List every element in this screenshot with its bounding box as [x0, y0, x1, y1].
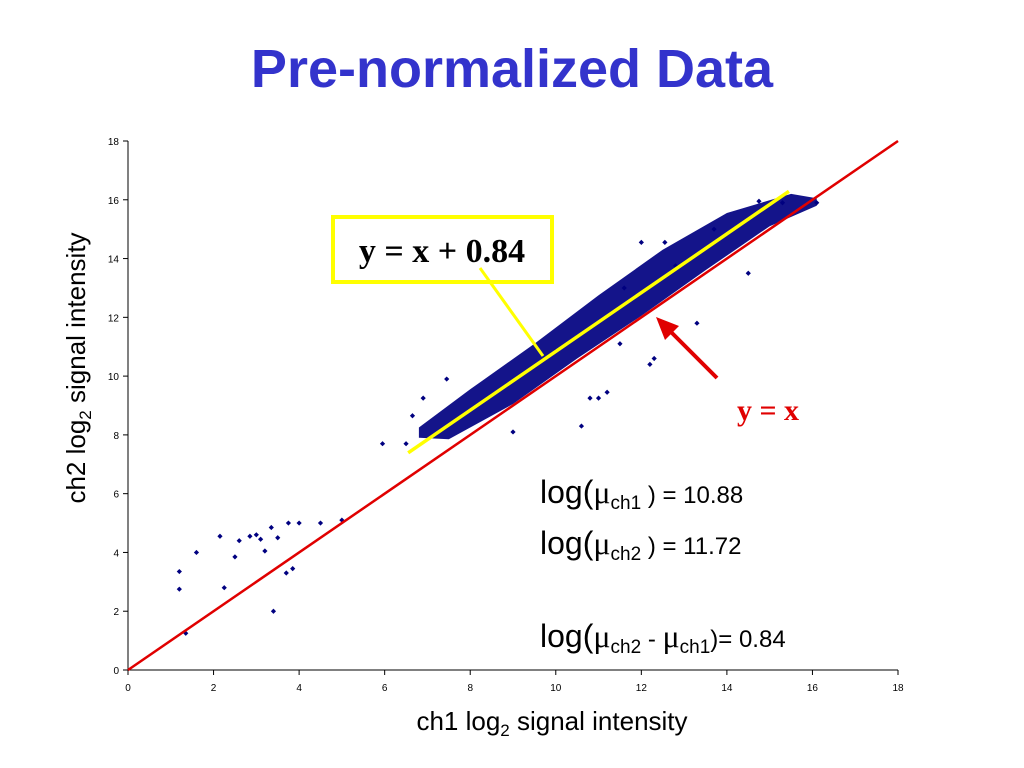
chart-tick-labels: 0 2 4 6 8 10 12 14 16 18 0 2 4 6 8 10 12 14 16 18	[108, 137, 904, 694]
data-point	[258, 536, 264, 542]
data-point	[317, 520, 324, 526]
data-point	[285, 520, 292, 526]
identity-line	[127, 139, 899, 672]
x-tick-label: 14	[721, 683, 733, 694]
data-point	[409, 413, 416, 419]
y-tick-label: 6	[113, 490, 119, 501]
data-point	[379, 441, 386, 447]
stat-line-diff: log(μch2 - μch1)= 0.84	[540, 618, 786, 658]
data-points	[176, 198, 820, 636]
fit-label-pointer	[478, 267, 545, 357]
data-point	[247, 533, 253, 539]
x-tick-label: 2	[211, 683, 217, 694]
fit-label: y = x + 0.84	[359, 233, 525, 270]
data-point	[183, 630, 189, 636]
data-point	[339, 517, 345, 523]
identity-label: y = x	[737, 394, 799, 427]
data-point	[779, 200, 786, 206]
y-tick-label: 16	[108, 196, 120, 207]
y-tick-label: 18	[108, 137, 120, 148]
data-point	[253, 532, 259, 538]
x-tick-label: 12	[636, 683, 648, 694]
x-tick-label: 16	[807, 683, 819, 694]
data-point	[296, 520, 302, 526]
data-point	[290, 566, 296, 572]
fit-line	[407, 189, 790, 455]
x-tick-label: 18	[892, 683, 904, 694]
data-point	[420, 395, 426, 401]
y-axis-title: ch2 log2 signal intensity	[61, 232, 95, 503]
data-point	[221, 585, 227, 591]
x-tick-label: 6	[382, 683, 388, 694]
stat-line-ch1: log(μch1 ) = 10.88	[540, 474, 743, 514]
slide-title: Pre-normalized Data	[250, 39, 774, 99]
x-tick-label: 8	[467, 683, 473, 694]
data-point	[587, 395, 593, 401]
data-point	[814, 200, 820, 206]
data-point	[403, 441, 409, 447]
data-point	[745, 270, 751, 276]
x-tick-label: 10	[550, 683, 562, 694]
identity-arrowhead	[656, 317, 679, 340]
data-point	[595, 395, 602, 401]
data-point	[444, 376, 450, 382]
data-point	[217, 533, 223, 539]
data-point	[662, 239, 668, 245]
data-point	[672, 263, 679, 269]
y-tick-label: 12	[108, 313, 120, 324]
data-point	[756, 198, 762, 204]
data-point	[262, 548, 268, 554]
data-point	[694, 320, 700, 326]
data-point	[647, 361, 653, 367]
data-point	[176, 568, 182, 575]
data-point	[638, 239, 644, 245]
y-tick-label: 10	[108, 372, 120, 383]
x-tick-label: 4	[296, 683, 302, 694]
x-axis-title: ch1 log2 signal intensity	[416, 706, 687, 740]
data-point	[604, 389, 610, 395]
data-point	[193, 549, 200, 556]
data-point	[621, 285, 627, 291]
data-point	[275, 535, 281, 541]
data-point	[232, 554, 238, 560]
stat-line-ch2: log(μch2 ) = 11.72	[540, 525, 741, 565]
data-point	[268, 524, 274, 531]
y-tick-label: 8	[113, 431, 119, 442]
x-tick-label: 0	[125, 683, 131, 694]
data-point	[617, 341, 623, 347]
data-point	[176, 586, 182, 592]
reference-lines	[127, 139, 899, 672]
y-tick-label: 4	[113, 548, 119, 559]
y-tick-label: 2	[113, 607, 119, 618]
data-point	[270, 608, 277, 614]
data-point	[711, 226, 717, 232]
y-tick-label: 0	[113, 666, 119, 677]
fit-label-box	[331, 215, 554, 284]
identity-arrow-shaft	[668, 329, 719, 380]
data-point	[510, 429, 516, 435]
chart-axes	[123, 140, 899, 675]
data-point	[578, 423, 585, 429]
data-point	[236, 538, 242, 544]
data-point	[651, 355, 657, 362]
y-tick-label: 14	[108, 255, 120, 266]
data-point	[283, 570, 289, 576]
